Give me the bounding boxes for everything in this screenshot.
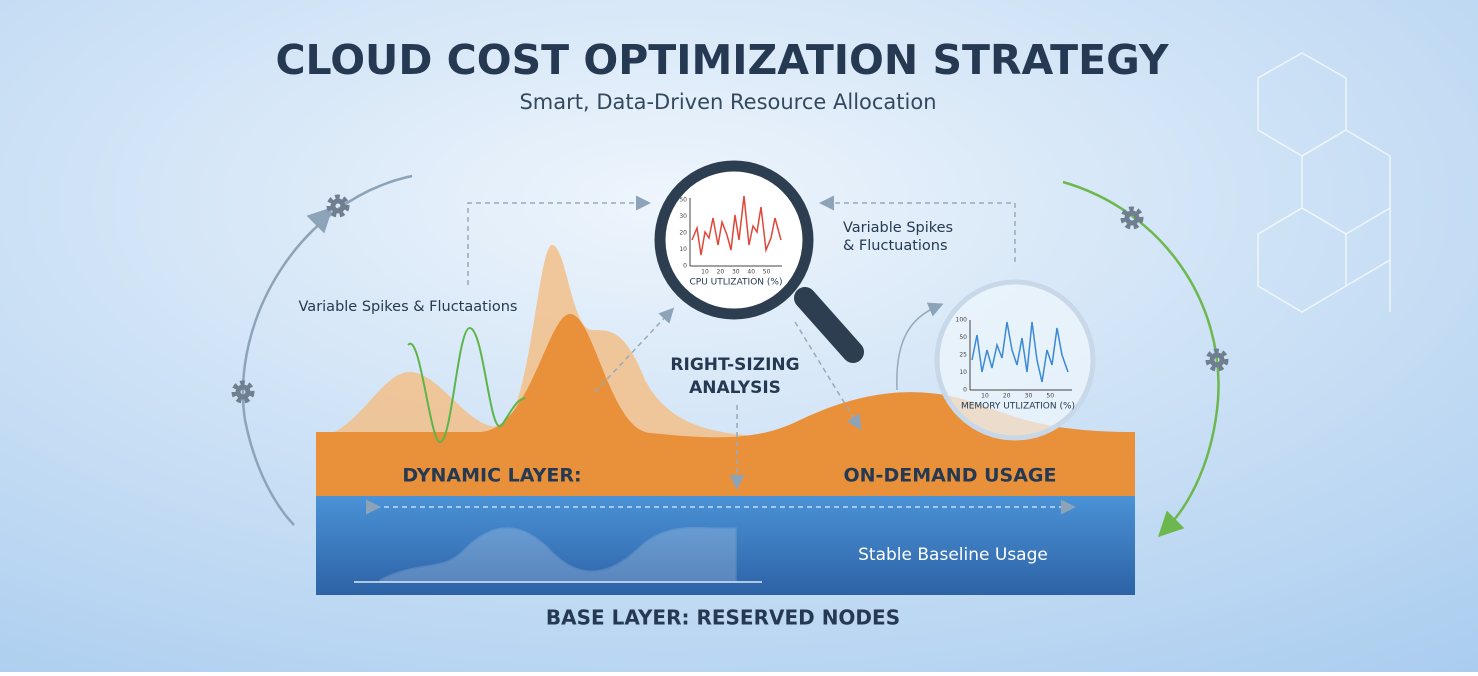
right-note-line: Variable Spikes (843, 220, 953, 236)
analysis-line: ANALYSIS (689, 378, 781, 398)
x-tick-label: 20 (717, 269, 725, 276)
x-tick-label: 50 (1046, 393, 1054, 400)
baseline-wave (379, 526, 737, 583)
cpu-chart-label: CPU UTLIZATION (%) (690, 278, 783, 288)
subtitle: Smart, Data-Driven Resource Allocation (519, 90, 936, 114)
cycle-arrow (1062, 180, 1220, 538)
magnifier-handle (794, 287, 864, 363)
arrow-head (306, 206, 334, 234)
x-tick-label: 40 (747, 269, 755, 276)
analysis-line: RIGHT-SIZING (670, 355, 799, 375)
y-tick-label: 20 (679, 230, 687, 237)
y-tick-label: 100 (956, 317, 968, 324)
y-tick-label: 25 (959, 352, 967, 359)
dynamic-layer-usage: ON-DEMAND USAGE (844, 465, 1057, 487)
y-tick-label: 50 (679, 197, 687, 204)
x-tick-label: 50 (763, 269, 771, 276)
y-tick-label: 30 (679, 213, 687, 220)
hex-pattern (1257, 52, 1391, 313)
y-tick-label: 0 (963, 387, 967, 394)
left-note: Variable Spikes & Fluctaations (299, 299, 518, 315)
fluctuation-line (407, 326, 526, 444)
y-tick-label: 50 (959, 334, 967, 341)
base-layer-label: BASE LAYER: RESERVED NODES (546, 606, 900, 630)
connectors (467, 195, 1016, 490)
x-tick-label: 10 (981, 393, 989, 400)
title: CLOUD COST OPTIMIZATION STRATEGY (275, 36, 1169, 84)
magnifier (654, 160, 814, 320)
y-tick-label: 10 (959, 369, 967, 376)
base-layer-usage: Stable Baseline Usage (858, 545, 1048, 565)
right-note-line: & Fluctuations (843, 238, 948, 254)
x-tick-label: 30 (732, 269, 740, 276)
gear-icons (231, 194, 1229, 404)
memory-chart-label: MEMORY UTLIZATION (%) (961, 402, 1075, 412)
dynamic-layer-label: DYNAMIC LAYER: (402, 465, 581, 487)
cpu-chart (689, 195, 782, 267)
x-tick-label: 10 (701, 269, 709, 276)
x-tick-label: 20 (1003, 393, 1011, 400)
dynamic-layer (316, 314, 1135, 496)
memory-chart (969, 320, 1072, 391)
x-tick-label: 30 (1025, 393, 1033, 400)
y-tick-label: 0 (683, 263, 687, 270)
y-tick-label: 10 (679, 246, 687, 253)
